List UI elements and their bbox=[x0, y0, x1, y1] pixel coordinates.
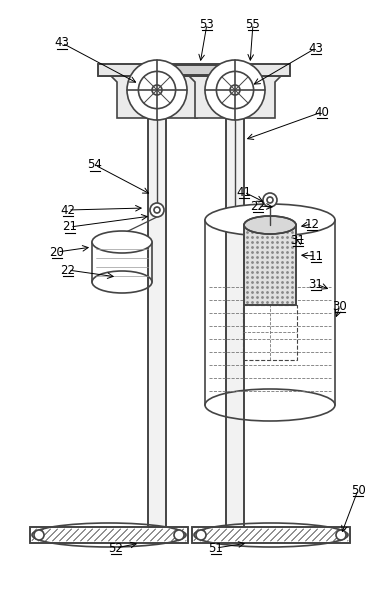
Text: 31: 31 bbox=[309, 277, 323, 290]
Bar bbox=[226, 76, 244, 527]
Text: 21: 21 bbox=[63, 220, 78, 233]
Text: 11: 11 bbox=[308, 250, 323, 263]
Ellipse shape bbox=[205, 204, 335, 236]
Bar bbox=[30, 527, 188, 543]
Text: 52: 52 bbox=[109, 541, 123, 554]
Text: 55: 55 bbox=[246, 17, 260, 31]
Text: 20: 20 bbox=[50, 245, 65, 259]
Circle shape bbox=[150, 203, 164, 217]
Ellipse shape bbox=[92, 231, 152, 253]
Circle shape bbox=[127, 60, 187, 120]
Bar bbox=[192, 527, 350, 543]
Ellipse shape bbox=[244, 216, 296, 234]
Circle shape bbox=[196, 530, 206, 540]
Circle shape bbox=[154, 207, 160, 213]
Text: 22: 22 bbox=[250, 199, 265, 212]
Bar bbox=[148, 76, 166, 527]
Bar bbox=[244, 225, 296, 305]
Text: 41: 41 bbox=[237, 185, 252, 199]
Bar bbox=[30, 527, 188, 543]
Text: 12: 12 bbox=[305, 217, 319, 230]
Bar bbox=[166, 65, 226, 75]
Bar bbox=[98, 64, 290, 76]
Bar bbox=[148, 76, 166, 527]
Bar bbox=[98, 64, 290, 76]
Text: 42: 42 bbox=[61, 203, 76, 217]
Text: 31: 31 bbox=[291, 233, 305, 247]
Text: 54: 54 bbox=[88, 158, 103, 172]
Text: 43: 43 bbox=[309, 41, 323, 55]
Polygon shape bbox=[189, 76, 290, 118]
Circle shape bbox=[152, 85, 162, 95]
Text: 43: 43 bbox=[55, 37, 70, 49]
Circle shape bbox=[217, 71, 253, 109]
Bar bbox=[192, 527, 350, 543]
Circle shape bbox=[263, 193, 277, 207]
Text: 40: 40 bbox=[314, 106, 329, 118]
Text: 51: 51 bbox=[209, 541, 223, 554]
Circle shape bbox=[34, 530, 44, 540]
Circle shape bbox=[205, 60, 265, 120]
Circle shape bbox=[174, 530, 184, 540]
Text: 53: 53 bbox=[200, 17, 214, 31]
Polygon shape bbox=[98, 76, 203, 118]
Text: 50: 50 bbox=[351, 484, 365, 497]
Bar bbox=[166, 65, 226, 75]
Bar bbox=[226, 76, 244, 527]
Text: 22: 22 bbox=[61, 263, 76, 277]
Text: 30: 30 bbox=[333, 299, 348, 313]
Bar bbox=[243, 305, 297, 360]
Bar bbox=[244, 225, 296, 305]
Circle shape bbox=[230, 85, 240, 95]
Circle shape bbox=[336, 530, 346, 540]
Circle shape bbox=[138, 71, 175, 109]
Circle shape bbox=[267, 197, 273, 203]
